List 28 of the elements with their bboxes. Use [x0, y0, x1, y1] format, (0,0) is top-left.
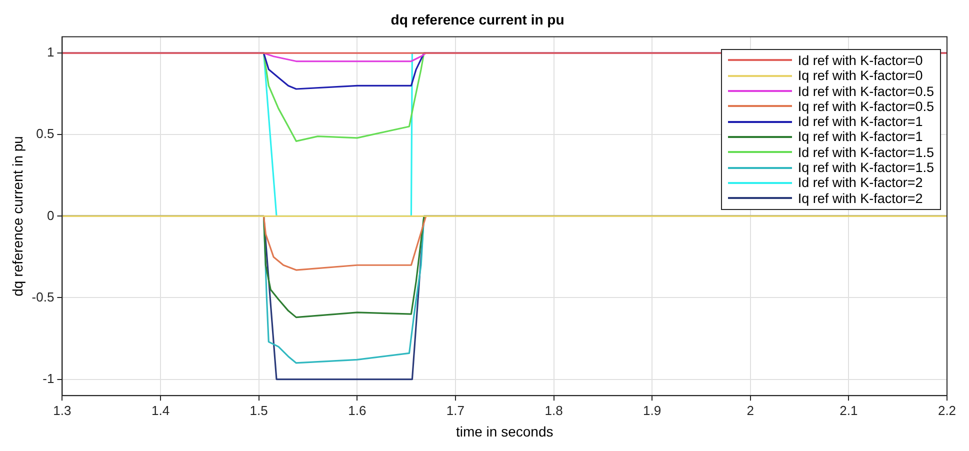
- chart-title: dq reference current in pu: [390, 11, 564, 28]
- x-axis-title: time in seconds: [456, 423, 554, 440]
- x-tick-label: 1.3: [53, 402, 72, 418]
- x-tick-label: 2.1: [840, 402, 858, 418]
- legend-label: Id ref with K-factor=1: [798, 114, 923, 130]
- x-tick-label: 1.4: [151, 402, 170, 418]
- y-tick-label: -1: [42, 370, 54, 386]
- x-tick-label: 1.5: [250, 402, 268, 418]
- x-tick-label: 2: [746, 402, 754, 418]
- legend-label: Iq ref with K-factor=0: [798, 68, 923, 84]
- legend-label: Id ref with K-factor=0.5: [798, 84, 934, 99]
- y-axis-title: dq reference current in pu: [9, 136, 26, 296]
- legend-label: Id ref with K-factor=2: [798, 175, 923, 190]
- legend-label: Id ref with K-factor=0: [798, 52, 923, 68]
- y-tick-label: 0: [46, 208, 54, 223]
- y-tick-label: 1: [46, 44, 54, 60]
- x-tick-label: 1.8: [544, 402, 563, 418]
- y-tick-label: 0.5: [36, 126, 54, 142]
- legend-label: Iq ref with K-factor=1.5: [798, 160, 934, 176]
- legend-label: Iq ref with K-factor=2: [798, 190, 923, 206]
- legend-label: Iq ref with K-factor=0.5: [798, 98, 934, 114]
- x-tick-label: 1.9: [643, 402, 662, 418]
- x-tick-label: 1.6: [348, 402, 366, 418]
- legend-label: Id ref with K-factor=1.5: [798, 144, 934, 160]
- legend-label: Iq ref with K-factor=1: [798, 129, 923, 144]
- x-tick-label: 2.2: [938, 402, 956, 418]
- x-tick-label: 1.7: [446, 402, 464, 418]
- y-tick-label: -0.5: [32, 289, 54, 304]
